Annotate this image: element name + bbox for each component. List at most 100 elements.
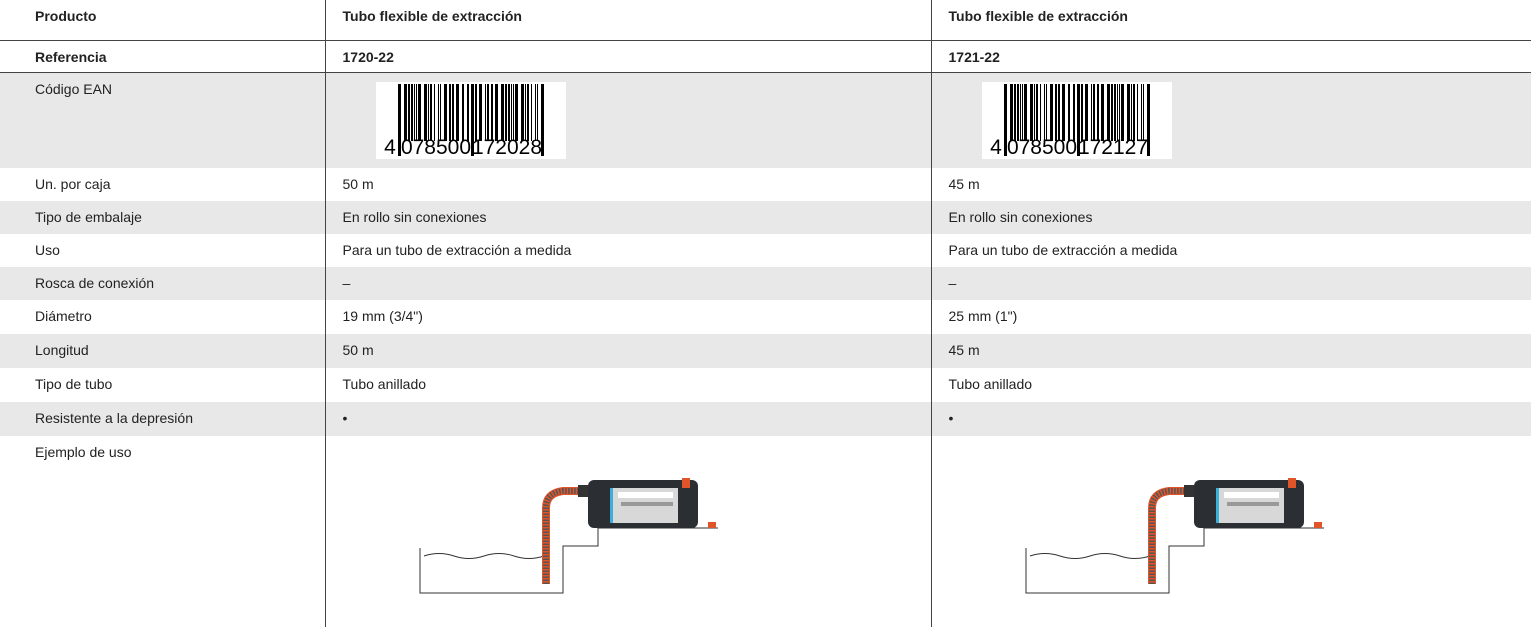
bar [1013,83,1016,141]
bar [1021,83,1023,141]
bar [423,83,427,141]
cell-value: • [948,410,954,426]
barcode-digits: 172127 [1077,136,1147,159]
table-cell: Uso [0,234,325,267]
bar [524,83,526,141]
bar [530,83,532,141]
bar [1116,83,1118,141]
cell-value: En rollo sin conexiones [342,209,487,225]
bar [504,83,507,141]
table-cell: Para un tubo de extracción a medida [324,234,931,267]
table-cell: Rosca de conexión [0,267,325,300]
bar [1003,83,1007,156]
cell-value: En rollo sin conexiones [948,209,1093,225]
bar [484,83,486,141]
cell-value: – [948,275,957,291]
table-cell: Tubo anillado [324,368,931,402]
row-label: Resistente a la depresión [35,410,193,426]
table-row: Tipo de tubo Tubo anillado Tubo anillado [0,368,1531,402]
table-row: Producto Tubo flexible de extracción Tubo … [0,0,1531,41]
row-label: Un. por caja [35,176,111,192]
table-row: Tipo de embalaje En rollo sin conexiones E… [0,201,1531,234]
table-cell: Tubo flexible de extracción [324,0,931,41]
bar [1084,83,1088,141]
table-cell: Tubo flexible de extracción [930,0,1531,41]
bar [536,83,538,141]
bar [413,83,415,141]
table-row: Diámetro 19 mm (3/4") 25 mm (1") [0,300,1531,334]
cell-value: 45 m [948,176,980,192]
cell-value: • [342,410,348,426]
bar [461,83,464,141]
cell-value: Tubo flexible de extracción [342,8,522,24]
row-label: Referencia [35,48,107,65]
bar [1140,83,1142,141]
bar [1142,83,1144,141]
bar [512,83,514,141]
cell-value: 25 mm (1") [948,308,1018,324]
bar [429,83,432,141]
bar [451,83,454,141]
bar [448,83,451,141]
bar [1096,83,1099,141]
bar [410,83,413,141]
bar [407,83,410,141]
table-cell: – [930,267,1531,300]
bar [1146,83,1150,156]
bar [1067,83,1070,141]
table-cell [930,436,1531,627]
cell-value: Tubo anillado [948,376,1033,392]
barcode-digits: 078500 [1006,136,1076,159]
table-cell: Tipo de embalaje [0,201,325,234]
bar [490,83,493,141]
bar [427,83,429,141]
cell-value: 1720-22 [342,48,394,65]
bar [1045,83,1047,141]
bar [540,83,544,156]
row-label: Ejemplo de uso [35,444,132,460]
bar [494,83,498,141]
table-row: Rosca de conexión – – [0,267,1531,300]
bar [486,83,489,141]
bar [507,83,510,141]
bar [415,83,417,141]
bar [526,83,529,141]
bar [1016,83,1019,141]
row-label: Rosca de conexión [35,275,155,291]
table-cell: Referencia [0,40,325,73]
bar [455,83,459,141]
row-label: Uso [35,242,60,258]
bar [478,83,482,141]
row-label: Tipo de embalaje [35,209,142,225]
bar [1057,83,1060,141]
row-label: Producto [35,8,97,24]
table-cell: 1720-22 [324,40,931,73]
table-cell: Tubo anillado [930,368,1531,402]
cell-value: 50 m [342,342,374,358]
bar [1090,83,1092,141]
bar [1136,83,1138,141]
illustration [418,478,723,598]
bar [1100,83,1104,141]
bar [1132,83,1135,141]
bar [397,83,401,156]
pump-drawing [1026,478,1324,593]
bar [520,83,524,141]
barcode-digits: 4 [384,136,396,159]
table-cell [324,436,931,627]
bar [1126,83,1130,141]
bar [1054,83,1057,141]
barcode-digits: 078500 [400,136,470,159]
table-cell: 1721-22 [930,40,1531,73]
bar [443,83,447,141]
bar [437,83,439,141]
bar [433,83,435,141]
bar [500,83,504,141]
barcode-digits: 4 [990,136,1002,159]
table-row: Resistente a la depresión • • [0,402,1531,436]
cell-value: Tubo anillado [342,376,427,392]
bar [1113,83,1116,141]
table-row: Código EAN 4 078500 172028 4 078500 172127 [0,72,1531,168]
table-cell: 50 m [324,168,931,201]
